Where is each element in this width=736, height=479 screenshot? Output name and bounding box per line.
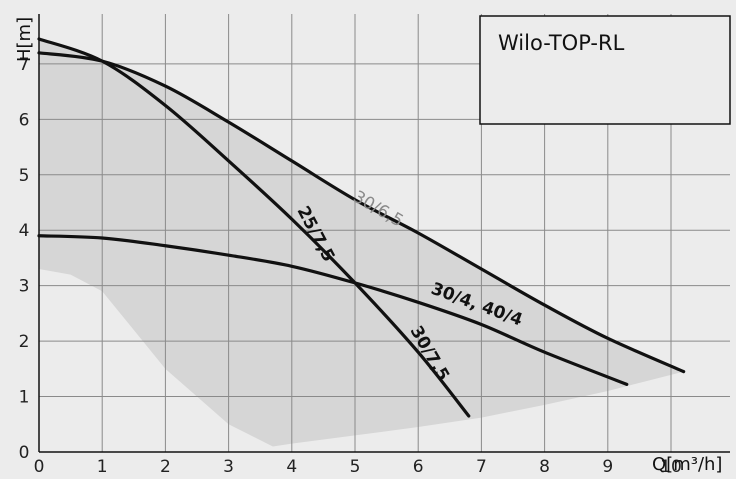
x-tick-label: 0	[34, 457, 45, 477]
y-tick-label: 3	[19, 277, 30, 297]
x-tick-label: 1	[97, 457, 108, 477]
x-tick-labels: 0 1 2 3 4 5 6 7 8 9 10	[34, 457, 682, 477]
x-tick-label: 4	[286, 457, 297, 477]
x-tick-label: 10	[660, 457, 682, 477]
x-tick-label: 6	[413, 457, 424, 477]
y-tick-label: 7	[19, 55, 30, 75]
y-tick-label: 5	[19, 166, 30, 186]
x-tick-label: 3	[223, 457, 234, 477]
grid	[39, 14, 730, 452]
envelope-area	[39, 38, 684, 447]
y-tick-label: 4	[19, 221, 30, 241]
y-tick-label: 6	[19, 110, 30, 130]
y-tick-labels: 0 1 2 3 4 5 6 7	[19, 55, 30, 463]
x-tick-label: 2	[160, 457, 171, 477]
performance-curves	[37, 37, 686, 418]
x-tick-label: 9	[602, 457, 613, 477]
curve-2	[37, 234, 629, 386]
y-tick-label: 2	[19, 332, 30, 352]
curve-0	[37, 51, 686, 374]
x-tick-label: 8	[539, 457, 550, 477]
x-tick-label: 7	[476, 457, 487, 477]
title-box	[479, 15, 731, 125]
y-tick-label: 1	[19, 388, 30, 408]
y-axis-label: H[m]	[14, 17, 35, 62]
y-tick-label: 0	[19, 443, 30, 463]
curve-1	[37, 37, 471, 418]
x-axis-label: Q[m³/h]	[652, 454, 722, 475]
operating-envelope	[39, 38, 684, 447]
x-tick-label: 5	[350, 457, 361, 477]
axes	[38, 14, 730, 453]
chart-title: Wilo-TOP-RL	[498, 31, 625, 55]
